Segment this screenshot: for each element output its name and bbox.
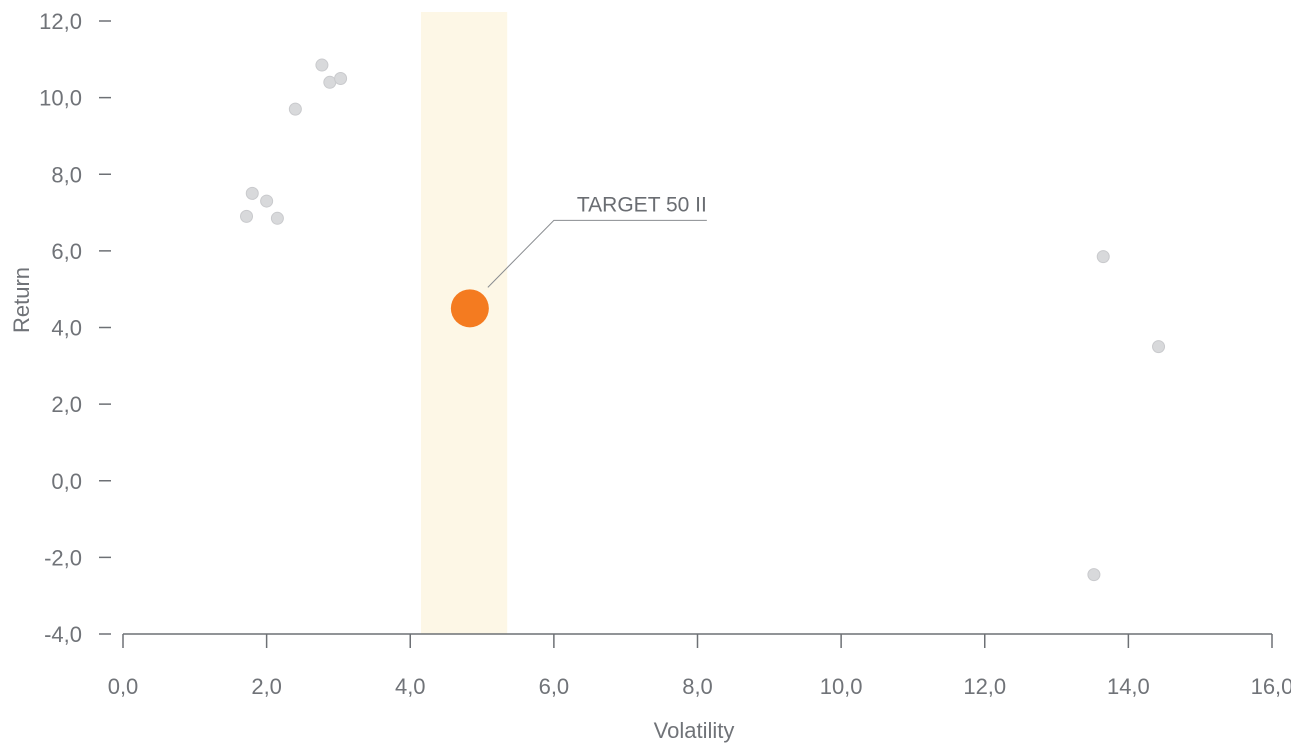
peer-point	[1096, 250, 1110, 264]
peer-point	[315, 58, 329, 72]
y-tick-label: 4,0	[51, 316, 82, 341]
peer-point	[1087, 568, 1101, 582]
x-tick-label: 8,0	[682, 674, 713, 699]
y-tick-label: -4,0	[44, 622, 82, 647]
y-axis-title: Return	[9, 267, 34, 333]
peer-point	[323, 75, 337, 89]
points-layer	[240, 58, 1166, 582]
peer-point	[270, 211, 284, 225]
annotation-layer: TARGET 50 II	[487, 193, 707, 288]
highlight-point	[450, 289, 489, 328]
y-tick-label: 0,0	[51, 469, 82, 494]
x-tick-label: 0,0	[108, 674, 139, 699]
x-tick-label: 10,0	[820, 674, 863, 699]
y-tick-label: 2,0	[51, 392, 82, 417]
x-tick-label: 6,0	[539, 674, 570, 699]
x-tick-label: 12,0	[963, 674, 1006, 699]
peer-point	[245, 186, 259, 200]
y-tick-label: 12,0	[39, 9, 82, 34]
axes-layer: 0,0 2,0 4,0 6,0 8,0 10,0 12,0 14,0 16,0 -4,0 -2,0 0…	[39, 9, 1291, 699]
annotation-leader-line	[487, 219, 707, 288]
x-axis-title: Volatility	[654, 718, 735, 743]
x-tick-label: 4,0	[395, 674, 426, 699]
y-tick-label: 6,0	[51, 239, 82, 264]
peer-point	[240, 209, 254, 223]
peer-point	[1152, 340, 1166, 354]
x-tick-label: 2,0	[251, 674, 282, 699]
y-tick-label: 8,0	[51, 162, 82, 187]
y-tick-label: 10,0	[39, 86, 82, 111]
y-tick-label: -2,0	[44, 545, 82, 570]
x-tick-label: 14,0	[1107, 674, 1150, 699]
peer-point	[288, 102, 302, 116]
annotation-label: TARGET 50 II	[577, 193, 707, 216]
peer-point	[334, 71, 348, 85]
x-tick-label: 16,0	[1251, 674, 1291, 699]
peer-point	[260, 194, 274, 208]
